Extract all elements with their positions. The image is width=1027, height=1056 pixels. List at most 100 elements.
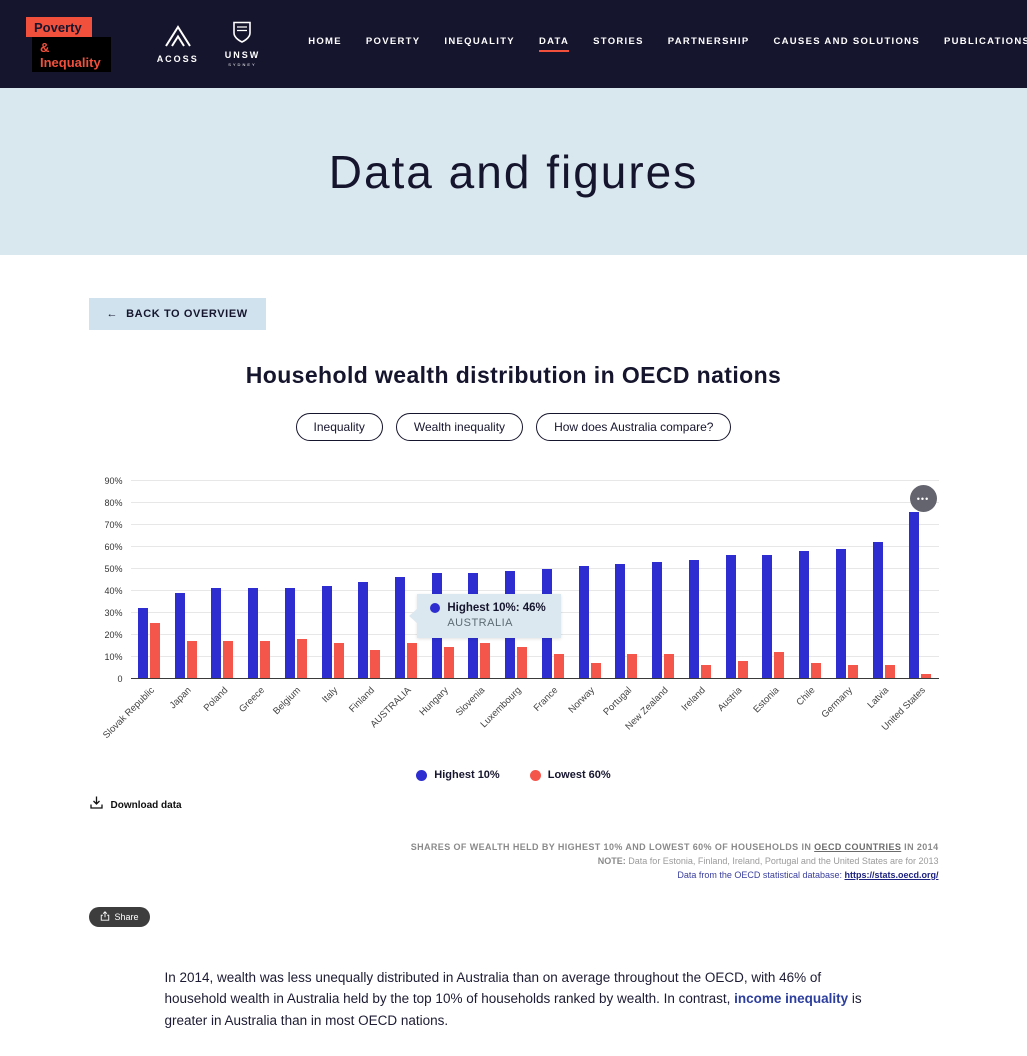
bar-highest-10-portugal[interactable]: [615, 564, 626, 678]
bar-lowest-60-slovenia[interactable]: [480, 642, 491, 678]
bar-lowest-60-greece[interactable]: [260, 640, 271, 678]
bar-lowest-60-portugal[interactable]: [627, 653, 638, 678]
x-axis-label: France: [532, 685, 561, 714]
bar-lowest-60-new-zealand[interactable]: [664, 653, 675, 678]
chart-tooltip: Highest 10%: 46% AUSTRALIA: [417, 593, 561, 638]
bar-lowest-60-australia[interactable]: [407, 642, 417, 678]
nav-item-home[interactable]: HOME: [308, 36, 342, 47]
share-button[interactable]: Share: [88, 906, 150, 927]
unsw-shield-icon: [231, 21, 253, 48]
y-axis-label: 0: [117, 674, 123, 684]
logo-line1: Poverty: [26, 16, 92, 37]
bar-group-chile: [792, 481, 829, 678]
tag-inequality[interactable]: Inequality: [295, 413, 383, 441]
bar-highest-10-italy[interactable]: [321, 586, 332, 678]
tooltip-category: AUSTRALIA: [447, 616, 513, 629]
bar-lowest-60-finland[interactable]: [370, 649, 381, 678]
x-axis-label: Estonia: [750, 685, 782, 716]
tag-how-does-australia-compare[interactable]: How does Australia compare?: [536, 413, 732, 441]
bar-lowest-60-latvia[interactable]: [884, 664, 895, 678]
bar-highest-10-poland[interactable]: [211, 588, 222, 678]
back-to-overview-button[interactable]: ← BACK TO OVERVIEW: [88, 298, 266, 330]
acoss-mountain-icon: [163, 24, 193, 52]
bar-lowest-60-luxembourg[interactable]: [517, 647, 528, 678]
bar-lowest-60-estonia[interactable]: [774, 651, 785, 678]
nav-item-partnership[interactable]: PARTNERSHIP: [667, 36, 750, 47]
oecd-stats-link[interactable]: https://stats.oecd.org/: [844, 869, 939, 880]
nav-item-publications[interactable]: PUBLICATIONS: [943, 36, 1027, 47]
chart: 0 10% 20% 30% 40% 50% 60% 70% 80% 90% Highest 10%…: [89, 476, 939, 781]
bar-highest-10-chile[interactable]: [799, 551, 810, 678]
acoss-logo[interactable]: ACOSS: [157, 24, 199, 64]
nav-item-inequality[interactable]: INEQUALITY: [444, 36, 515, 47]
bar-lowest-60-chile[interactable]: [811, 662, 822, 678]
bar-lowest-60-germany[interactable]: [847, 664, 858, 678]
bar-lowest-60-united-states[interactable]: [921, 673, 932, 678]
site-logo[interactable]: Poverty & Inequality: [26, 16, 111, 72]
bar-highest-10-new-zealand[interactable]: [652, 562, 663, 678]
x-label-cell: Japan: [167, 679, 204, 757]
bar-lowest-60-hungary[interactable]: [443, 647, 454, 678]
highest-10-dot: [416, 769, 428, 781]
bar-group-new-zealand: [645, 481, 682, 678]
bar-highest-10-estonia[interactable]: [762, 555, 773, 678]
x-label-cell: Slovak Republic: [101, 679, 168, 757]
nav-item-poverty[interactable]: POVERTY: [365, 36, 421, 47]
bar-highest-10-norway[interactable]: [578, 566, 589, 678]
download-icon: [89, 795, 104, 815]
x-label-cell: AUSTRALIA: [369, 679, 425, 757]
bar-group-portugal: [608, 481, 645, 678]
bar-lowest-60-austria[interactable]: [737, 660, 748, 678]
chart-x-labels: Slovak Republic Japan Poland Greece Belgium I…: [101, 679, 939, 757]
tag-wealth-inequality[interactable]: Wealth inequality: [395, 413, 524, 441]
bar-group-austria: [718, 481, 755, 678]
bar-group-italy: [314, 481, 351, 678]
bar-highest-10-japan[interactable]: [174, 592, 185, 678]
income-inequality-link[interactable]: income inequality: [734, 991, 849, 1007]
bar-highest-10-finland[interactable]: [358, 581, 369, 678]
bar-lowest-60-slovak-republic[interactable]: [149, 623, 160, 678]
bar-highest-10-austria[interactable]: [725, 555, 736, 678]
chart-legend: Highest 10% Lowest 60%: [89, 769, 939, 781]
oecd-countries-link[interactable]: OECD COUNTRIES: [814, 842, 902, 852]
bar-highest-10-greece[interactable]: [248, 588, 259, 678]
bar-group-belgium: [277, 481, 314, 678]
bar-lowest-60-norway[interactable]: [590, 662, 601, 678]
bar-highest-10-germany[interactable]: [835, 548, 846, 678]
caption-title-prefix: SHARES OF WEALTH HELD BY HIGHEST 10% AND…: [410, 842, 815, 852]
bar-group-finland: [351, 481, 388, 678]
bar-highest-10-australia[interactable]: [395, 577, 405, 678]
nav-item-data[interactable]: DATA: [538, 36, 570, 52]
tooltip-value: Highest 10%: 46%: [447, 601, 546, 614]
bar-group-hungary: [424, 481, 461, 678]
unsw-logo[interactable]: UNSW SYDNEY: [225, 21, 261, 67]
bar-highest-10-slovak-republic[interactable]: [137, 607, 148, 678]
x-axis-label: Finland: [347, 685, 378, 715]
bar-group-luxembourg: [498, 481, 535, 678]
tooltip-series-dot: [430, 602, 441, 613]
x-label-cell: New Zealand: [624, 679, 682, 757]
chart-menu-button[interactable]: •••: [909, 485, 937, 512]
x-label-cell: Greece: [237, 679, 278, 757]
bar-lowest-60-poland[interactable]: [223, 640, 234, 678]
nav-item-stories[interactable]: STORIES: [593, 36, 644, 47]
caption-note-label: NOTE:: [597, 855, 626, 866]
page-title: Data and figures: [328, 145, 699, 198]
logo-line2: & Inequality: [32, 36, 111, 72]
bar-highest-10-united-states[interactable]: [909, 511, 920, 678]
gridline: [130, 546, 939, 548]
bar-lowest-60-ireland[interactable]: [700, 664, 711, 678]
download-data-button[interactable]: Download data: [89, 795, 939, 815]
article-title: Household wealth distribution in OECD na…: [245, 362, 782, 388]
bar-highest-10-ireland[interactable]: [688, 559, 699, 678]
x-label-cell: Austria: [716, 679, 755, 757]
bar-lowest-60-japan[interactable]: [186, 640, 197, 678]
bar-lowest-60-belgium[interactable]: [296, 638, 307, 678]
bar-lowest-60-france[interactable]: [553, 653, 564, 678]
bar-highest-10-belgium[interactable]: [284, 588, 295, 678]
nav-item-causes-and-solutions[interactable]: CAUSES AND SOLUTIONS: [773, 36, 920, 47]
unsw-sub-label: SYDNEY: [228, 62, 257, 67]
bar-lowest-60-italy[interactable]: [333, 642, 344, 678]
caption-note-text: Data for Estonia, Finland, Ireland, Port…: [625, 855, 939, 866]
bar-highest-10-latvia[interactable]: [872, 542, 883, 678]
